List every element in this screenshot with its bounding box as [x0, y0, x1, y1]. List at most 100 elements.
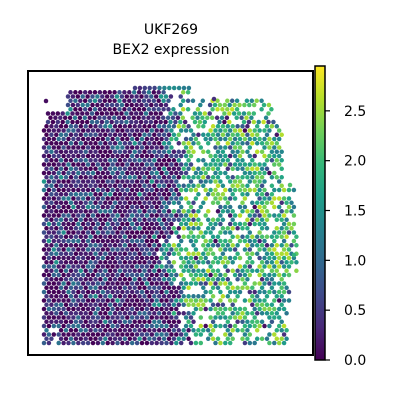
- spot: [103, 319, 108, 325]
- spot: [44, 132, 49, 138]
- spot: [58, 183, 64, 189]
- spot: [83, 132, 88, 138]
- spot: [137, 319, 142, 325]
- spot: [171, 192, 177, 197]
- spot: [98, 311, 103, 316]
- spot: [71, 238, 76, 244]
- spot: [208, 306, 213, 312]
- spot: [164, 315, 169, 320]
- spot: [276, 179, 282, 184]
- spot: [161, 166, 167, 172]
- spot: [95, 128, 101, 133]
- spot: [139, 187, 145, 193]
- spot: [252, 315, 257, 320]
- spot: [279, 217, 284, 223]
- spot: [88, 294, 93, 299]
- spot: [169, 247, 174, 252]
- spot: [80, 340, 86, 346]
- spot: [237, 213, 243, 218]
- spot: [93, 141, 98, 146]
- spot: [169, 323, 174, 329]
- spot: [159, 213, 164, 218]
- spot: [115, 247, 120, 252]
- spot: [173, 119, 178, 125]
- spot: [281, 255, 287, 261]
- spot: [203, 179, 208, 184]
- spot: [264, 124, 270, 129]
- spot: [46, 281, 52, 286]
- spot: [267, 255, 272, 261]
- spot: [117, 311, 123, 316]
- spot: [137, 124, 142, 129]
- spot: [188, 145, 194, 150]
- spot: [88, 166, 93, 172]
- spot: [100, 102, 105, 108]
- spot: [80, 221, 86, 227]
- spot: [139, 94, 144, 99]
- spot: [294, 234, 299, 240]
- spot: [142, 141, 147, 146]
- spot: [125, 221, 130, 227]
- spot: [247, 187, 253, 193]
- spot: [66, 128, 71, 133]
- spot: [156, 209, 162, 214]
- spot: [205, 175, 211, 180]
- spot: [237, 187, 243, 193]
- spot: [127, 277, 133, 282]
- spot: [137, 260, 142, 265]
- spot: [103, 226, 108, 231]
- spot: [178, 170, 184, 176]
- spot: [98, 285, 103, 291]
- spot: [51, 213, 57, 218]
- spot: [174, 272, 179, 278]
- spot: [85, 315, 91, 320]
- spot: [103, 260, 108, 265]
- spot: [100, 247, 106, 252]
- spot: [88, 311, 93, 316]
- spot: [178, 187, 184, 193]
- spot: [41, 247, 47, 252]
- spot: [202, 111, 208, 116]
- spot: [215, 209, 221, 214]
- spot: [191, 217, 196, 223]
- spot: [230, 141, 235, 146]
- spot: [71, 170, 76, 176]
- spot: [186, 336, 191, 342]
- spot: [245, 336, 250, 342]
- spot: [137, 251, 142, 257]
- spot: [146, 98, 152, 104]
- spot: [132, 285, 137, 291]
- spot: [88, 277, 93, 282]
- spot: [99, 111, 105, 116]
- spot: [186, 209, 191, 214]
- spot: [139, 340, 145, 346]
- spot: [149, 145, 155, 150]
- spot: [66, 340, 71, 346]
- spot: [178, 196, 184, 201]
- spot: [44, 243, 49, 248]
- spot: [196, 251, 201, 257]
- spot: [110, 264, 115, 269]
- spot: [61, 332, 66, 337]
- spot: [66, 187, 71, 193]
- spot: [267, 170, 272, 176]
- spot: [93, 158, 98, 163]
- spot: [117, 200, 123, 206]
- spot: [186, 85, 192, 91]
- spot: [208, 281, 213, 286]
- spot: [127, 311, 133, 316]
- spot: [134, 145, 140, 150]
- spot: [149, 340, 155, 346]
- spot: [286, 272, 292, 278]
- spot: [66, 247, 71, 252]
- spot: [41, 162, 47, 167]
- spot: [105, 213, 110, 218]
- spot: [215, 98, 220, 104]
- spot: [103, 311, 108, 316]
- spot: [271, 119, 276, 125]
- spot: [166, 217, 172, 223]
- spot: [46, 230, 52, 235]
- spot: [171, 260, 177, 265]
- spot: [279, 209, 284, 214]
- spot: [201, 234, 206, 240]
